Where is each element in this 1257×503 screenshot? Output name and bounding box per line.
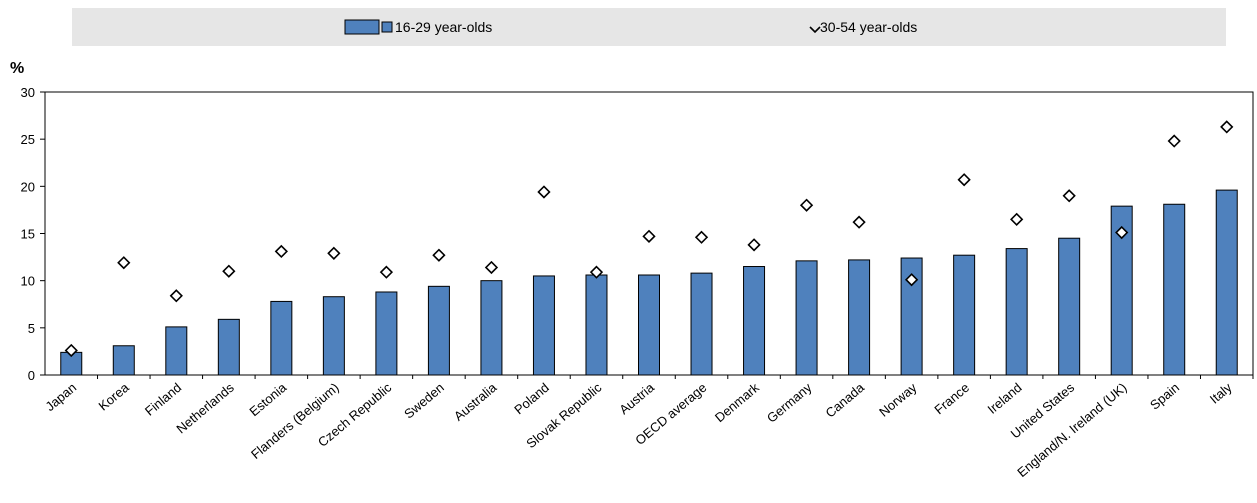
bar xyxy=(585,274,608,376)
x-tick-label: Ireland xyxy=(984,380,1024,417)
data-point xyxy=(1167,134,1181,148)
bar xyxy=(953,254,976,376)
x-tick-label: Canada xyxy=(822,379,867,420)
bar xyxy=(795,260,818,376)
y-tick-label: 15 xyxy=(21,227,35,242)
legend-item-older: 30-54 year-olds xyxy=(809,19,917,35)
x-tick-label: Austria xyxy=(616,379,657,417)
data-point xyxy=(64,343,78,358)
y-axis-label: % xyxy=(10,60,24,77)
data-point xyxy=(327,246,341,260)
data-point xyxy=(1010,212,1024,226)
data-point xyxy=(274,244,288,259)
bar xyxy=(322,296,345,376)
y-tick-label: 30 xyxy=(21,85,35,100)
x-tick-label: Germany xyxy=(764,379,815,425)
legend-item-young: 16-29 year-olds xyxy=(344,19,492,35)
data-point xyxy=(379,265,394,279)
legend-background xyxy=(72,8,1226,46)
x-tick-label: Spain xyxy=(1147,380,1182,413)
bar xyxy=(690,272,713,376)
bar xyxy=(848,259,871,376)
bar xyxy=(1163,203,1186,376)
x-tick-label: Flanders (Belgium) xyxy=(248,380,342,462)
x-tick-label: Poland xyxy=(511,380,552,418)
bar xyxy=(1215,189,1238,376)
bar xyxy=(1005,248,1028,376)
data-point xyxy=(222,264,236,278)
y-axis: 0 5 10 15 20 25 30 xyxy=(21,85,45,383)
bar-series xyxy=(60,189,1238,376)
data-point xyxy=(484,260,499,275)
y-tick-label: 25 xyxy=(21,132,35,147)
y-tick-label: 5 xyxy=(28,321,35,336)
legend-label-young: 16-29 year-olds xyxy=(395,19,492,35)
data-point xyxy=(537,185,551,199)
x-tick-label: Denmark xyxy=(712,379,762,425)
data-point xyxy=(1062,189,1076,203)
x-tick-label: Netherlands xyxy=(173,379,237,436)
data-point xyxy=(904,273,919,287)
y-tick-label: 10 xyxy=(21,274,35,289)
data-point xyxy=(169,289,183,303)
data-point xyxy=(957,173,971,187)
data-point xyxy=(852,215,866,229)
bar xyxy=(480,280,503,376)
bar xyxy=(270,300,293,376)
data-point xyxy=(694,230,709,244)
y-tick-label: 0 xyxy=(28,368,35,383)
bar xyxy=(1058,237,1081,376)
x-tick-label: Norway xyxy=(876,379,920,419)
legend-label-older: 30-54 year-olds xyxy=(820,19,917,35)
x-tick-label: Italy xyxy=(1207,379,1235,406)
legend-bar-swatch-small xyxy=(381,21,393,33)
data-point xyxy=(747,238,761,252)
bar xyxy=(638,274,660,376)
y-tick-label: 20 xyxy=(21,179,35,194)
data-point xyxy=(432,248,446,262)
bar xyxy=(375,291,398,376)
x-tick-label: Finland xyxy=(142,380,184,419)
x-tick-label: Estonia xyxy=(246,379,289,419)
data-point xyxy=(589,265,604,279)
x-tick-label: Australia xyxy=(451,379,500,423)
legend-bar-swatch xyxy=(344,19,380,35)
bar xyxy=(112,345,135,376)
data-point xyxy=(799,198,814,212)
diamond-marker-icon xyxy=(809,26,821,34)
plot-frame xyxy=(44,91,1254,376)
bar xyxy=(217,318,240,376)
bar xyxy=(532,275,555,376)
x-tick-label: Sweden xyxy=(401,380,447,422)
bar xyxy=(427,285,450,376)
data-point xyxy=(1115,225,1129,240)
bar xyxy=(165,326,188,376)
x-tick-label: France xyxy=(931,380,972,418)
x-tick-label: Korea xyxy=(95,379,132,413)
data-point xyxy=(1220,120,1234,134)
data-point xyxy=(642,229,656,243)
bar xyxy=(743,266,766,376)
marker-series xyxy=(64,120,1234,358)
data-point xyxy=(117,256,131,270)
x-tick-label: Japan xyxy=(42,380,79,414)
